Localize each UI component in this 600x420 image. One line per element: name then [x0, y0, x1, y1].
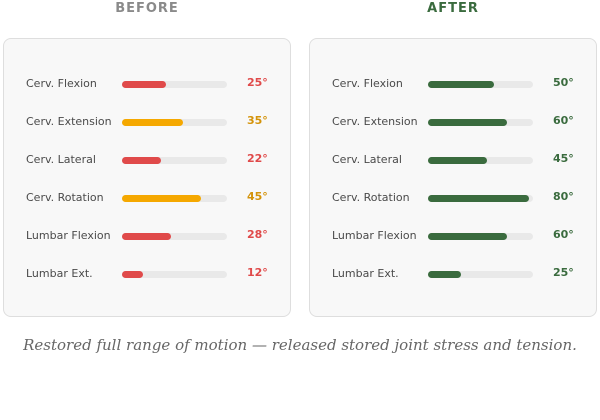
- before-row-cerv-lateral: Cerv. Lateral 22°: [4, 150, 290, 170]
- metric-value: 25°: [247, 76, 268, 89]
- progress-track: [122, 233, 227, 240]
- progress-track: [122, 195, 227, 202]
- progress-fill: [122, 81, 166, 88]
- metric-label: Cerv. Rotation: [332, 191, 410, 204]
- after-row-cerv-extension: Cerv. Extension 60°: [310, 112, 596, 132]
- metric-value: 80°: [553, 190, 574, 203]
- metric-value: 25°: [553, 266, 574, 279]
- progress-fill: [428, 233, 507, 240]
- metric-label: Cerv. Lateral: [26, 153, 96, 166]
- metric-label: Lumbar Ext.: [26, 267, 93, 280]
- metric-value: 45°: [247, 190, 268, 203]
- after-row-cerv-lateral: Cerv. Lateral 45°: [310, 150, 596, 170]
- after-row-cerv-rotation: Cerv. Rotation 80°: [310, 188, 596, 208]
- metric-value: 50°: [553, 76, 574, 89]
- progress-track: [428, 233, 533, 240]
- progress-track: [428, 271, 533, 278]
- progress-track: [122, 271, 227, 278]
- before-row-cerv-flexion: Cerv. Flexion 25°: [4, 74, 290, 94]
- before-title: BEFORE: [115, 1, 179, 16]
- metric-label: Cerv. Extension: [26, 115, 112, 128]
- progress-track: [428, 157, 533, 164]
- metric-value: 22°: [247, 152, 268, 165]
- metric-value: 60°: [553, 228, 574, 241]
- caption: Restored full range of motion — released…: [23, 336, 577, 354]
- before-row-cerv-rotation: Cerv. Rotation 45°: [4, 188, 290, 208]
- after-row-cerv-flexion: Cerv. Flexion 50°: [310, 74, 596, 94]
- metric-label: Cerv. Flexion: [26, 77, 97, 90]
- metric-label: Lumbar Flexion: [26, 229, 111, 242]
- progress-fill: [428, 119, 507, 126]
- progress-fill: [122, 195, 201, 202]
- after-row-lumbar-flexion: Lumbar Flexion 60°: [310, 226, 596, 246]
- metric-label: Cerv. Lateral: [332, 153, 402, 166]
- metric-label: Cerv. Flexion: [332, 77, 403, 90]
- metric-label: Cerv. Rotation: [26, 191, 104, 204]
- metric-value: 60°: [553, 114, 574, 127]
- before-row-lumbar-flexion: Lumbar Flexion 28°: [4, 226, 290, 246]
- after-panel: Cerv. Flexion 50° Cerv. Extension 60° Cerv. …: [309, 38, 597, 317]
- progress-fill: [428, 157, 488, 164]
- before-row-lumbar-ext: Lumbar Ext. 12°: [4, 264, 290, 284]
- progress-track: [428, 119, 533, 126]
- progress-track: [122, 119, 227, 126]
- before-panel: Cerv. Flexion 25° Cerv. Extension 35° Cerv. …: [3, 38, 291, 317]
- metric-value: 45°: [553, 152, 574, 165]
- progress-track: [122, 81, 227, 88]
- progress-fill: [122, 233, 171, 240]
- metric-value: 35°: [247, 114, 268, 127]
- progress-fill: [122, 119, 184, 126]
- after-row-lumbar-ext: Lumbar Ext. 25°: [310, 264, 596, 284]
- progress-fill: [122, 157, 161, 164]
- metric-value: 28°: [247, 228, 268, 241]
- progress-track: [122, 157, 227, 164]
- progress-fill: [428, 81, 494, 88]
- progress-track: [428, 81, 533, 88]
- progress-track: [428, 195, 533, 202]
- progress-fill: [122, 271, 143, 278]
- metric-value: 12°: [247, 266, 268, 279]
- before-row-cerv-extension: Cerv. Extension 35°: [4, 112, 290, 132]
- metric-label: Lumbar Ext.: [332, 267, 399, 280]
- progress-fill: [428, 271, 461, 278]
- progress-fill: [428, 195, 529, 202]
- metric-label: Cerv. Extension: [332, 115, 418, 128]
- metric-label: Lumbar Flexion: [332, 229, 417, 242]
- after-title: AFTER: [427, 1, 479, 16]
